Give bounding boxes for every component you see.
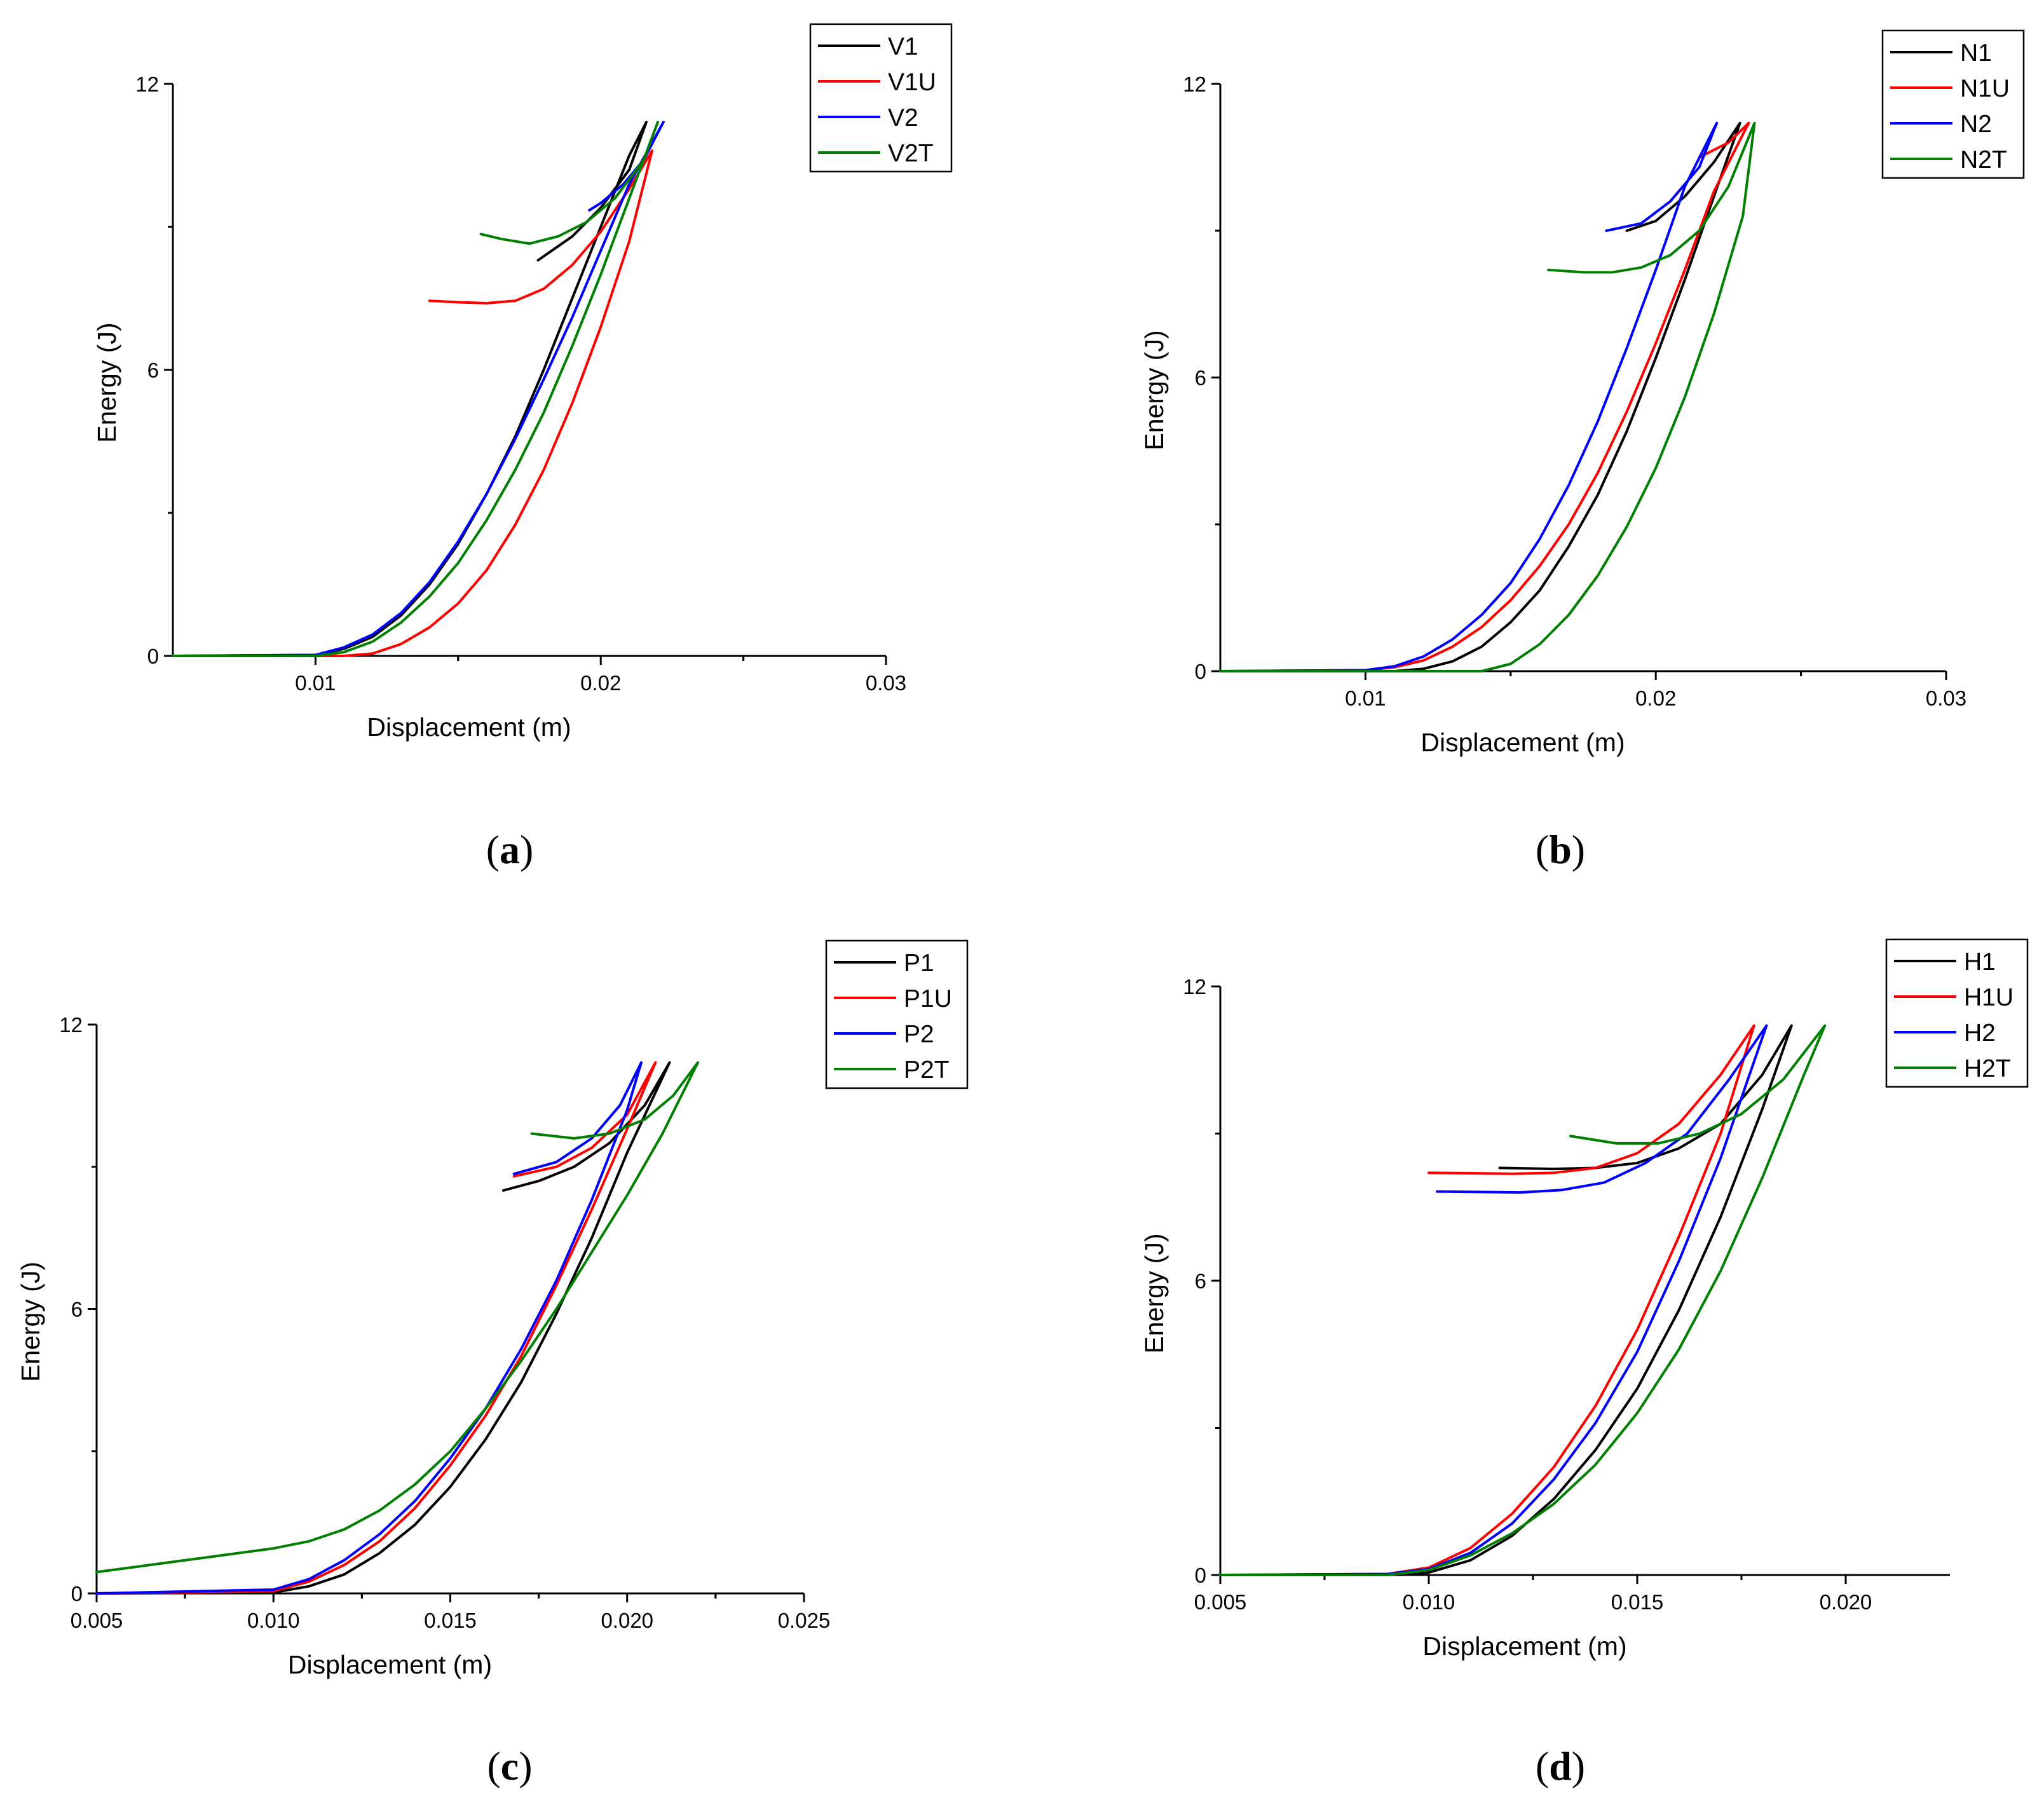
x-axis-title: Displacement (m) — [367, 712, 571, 742]
y-tick-label: 6 — [1195, 366, 1206, 390]
x-axis-title: Displacement (m) — [1422, 1632, 1626, 1661]
series-line-V1 — [172, 121, 648, 657]
y-tick-label: 6 — [1195, 1269, 1206, 1293]
series-line-N2 — [1219, 121, 1719, 672]
series-line-P1 — [95, 1061, 671, 1595]
y-axis-title: Energy (J) — [92, 322, 121, 442]
series-line-N1 — [1219, 121, 1741, 672]
legend-label-V2: V2 — [888, 104, 918, 132]
series-line-V2 — [172, 121, 665, 657]
legend-label-H2T: H2T — [1964, 1055, 2011, 1082]
legend-label-V2T: V2T — [888, 140, 934, 167]
y-tick-label: 12 — [1183, 72, 1206, 96]
series-line-H1U — [1219, 1024, 1755, 1576]
y-tick-label: 12 — [1183, 975, 1206, 999]
x-tick-label: 0.01 — [1345, 686, 1386, 710]
legend-label-N1U: N1U — [1960, 75, 2010, 102]
x-tick-label: 0.005 — [1194, 1590, 1247, 1614]
legend-label-H2: H2 — [1964, 1019, 1996, 1047]
legend-label-N1: N1 — [1960, 39, 1992, 67]
legend-label-H1: H1 — [1964, 948, 1996, 976]
legend-label-P1U: P1U — [904, 985, 952, 1012]
series-line-H2 — [1219, 1024, 1768, 1576]
y-tick-label: 0 — [1195, 1564, 1206, 1587]
legend-label-N2T: N2T — [1960, 146, 2007, 174]
series-line-V1U — [172, 149, 653, 657]
x-axis-title: Displacement (m) — [1421, 728, 1625, 757]
chart-panel-1: 0 6 12 0.01 0.02 0.03 Displacement (m) Energy (… — [92, 23, 953, 872]
x-tick-label: 0.025 — [778, 1609, 831, 1632]
series-line-V2T — [172, 121, 659, 657]
chart-panel-4: 0 6 12 0.005 0.010 0.015 0.020 Displacement (m)… — [1140, 938, 2029, 1789]
y-tick-label: 6 — [147, 358, 159, 382]
series-line-P1U — [95, 1061, 657, 1595]
legend-label-H1U: H1U — [1964, 984, 2013, 1011]
panel-label: (a) — [486, 827, 534, 872]
x-tick-label: 0.01 — [295, 671, 336, 695]
legend-box — [1885, 938, 2029, 1088]
legend-label-P2: P2 — [904, 1021, 934, 1048]
x-tick-label: 0.015 — [424, 1609, 477, 1632]
panel-label: (b) — [1536, 827, 1585, 872]
x-tick-label: 0.010 — [1403, 1590, 1455, 1614]
series-line-H1 — [1219, 1024, 1793, 1576]
legend-label-V1U: V1U — [888, 69, 936, 96]
y-tick-label: 0 — [71, 1582, 83, 1606]
y-tick-label: 0 — [1195, 660, 1206, 683]
x-tick-label: 0.005 — [71, 1609, 123, 1632]
y-axis-title: Energy (J) — [1140, 1233, 1169, 1353]
x-tick-label: 0.03 — [1926, 686, 1966, 710]
y-tick-label: 0 — [147, 644, 159, 668]
panel-label: (c) — [487, 1743, 532, 1789]
legend-label-P1: P1 — [904, 950, 934, 977]
x-tick-label: 0.020 — [601, 1609, 653, 1632]
legend-label-V1: V1 — [888, 33, 918, 60]
chart-panel-2: 0 6 12 0.01 0.02 0.03 Displacement (m) Energy (… — [1140, 29, 2025, 872]
x-tick-label: 0.010 — [247, 1609, 300, 1632]
series-line-N1U — [1219, 121, 1750, 672]
y-tick-label: 12 — [135, 72, 159, 96]
legend-box — [1881, 29, 2025, 179]
y-tick-label: 6 — [71, 1298, 83, 1321]
y-axis-title: Energy (J) — [16, 1262, 45, 1382]
x-tick-label: 0.03 — [866, 671, 906, 695]
series-line-N2T — [1219, 121, 1756, 672]
chart-panel-3: 0 6 12 0.005 0.010 0.015 0.020 0.025 Displacemen… — [16, 939, 969, 1789]
y-axis-title: Energy (J) — [1140, 330, 1169, 450]
series-line-P2 — [95, 1061, 643, 1595]
y-tick-label: 12 — [59, 1013, 83, 1037]
x-tick-label: 0.015 — [1611, 1590, 1664, 1614]
x-tick-label: 0.020 — [1820, 1590, 1872, 1614]
x-axis-title: Displacement (m) — [288, 1650, 492, 1679]
series-line-H2T — [1219, 1024, 1827, 1576]
legend-box — [825, 939, 969, 1089]
legend-label-N2: N2 — [1960, 111, 1992, 138]
legend-box — [809, 23, 953, 173]
panel-label: (d) — [1536, 1743, 1585, 1789]
x-tick-label: 0.02 — [1635, 686, 1676, 710]
legend-label-P2T: P2T — [904, 1056, 950, 1084]
series-line-P2T — [95, 1061, 699, 1574]
x-tick-label: 0.02 — [580, 671, 621, 695]
